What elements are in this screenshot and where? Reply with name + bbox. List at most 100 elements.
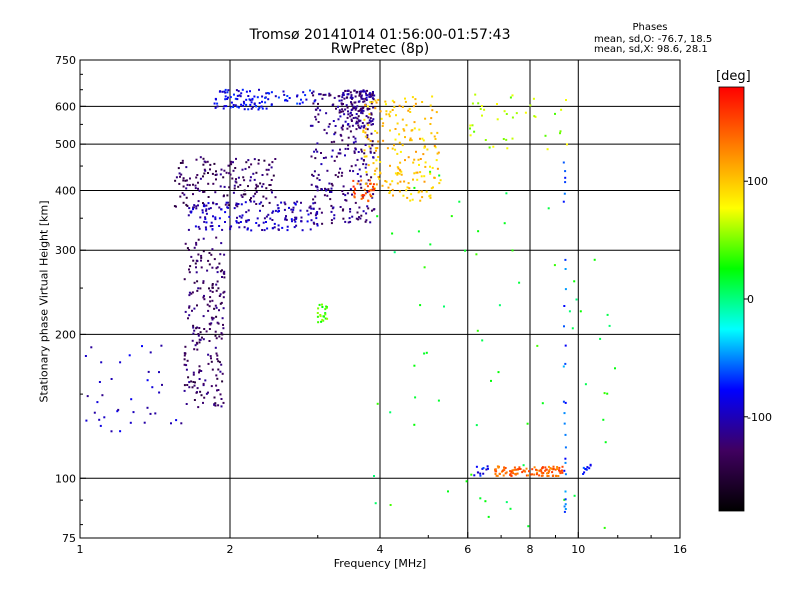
- data-point: [544, 466, 547, 469]
- data-point: [215, 384, 218, 387]
- data-point: [250, 101, 253, 104]
- data-point: [225, 105, 228, 108]
- data-point: [352, 185, 355, 188]
- data-point: [349, 115, 352, 118]
- data-point: [475, 465, 478, 468]
- data-point: [271, 211, 274, 214]
- data-point: [393, 101, 396, 104]
- data-point: [352, 179, 355, 182]
- data-point: [563, 325, 565, 328]
- data-point: [342, 208, 345, 211]
- data-point: [339, 148, 341, 151]
- data-point: [362, 107, 365, 110]
- data-point: [177, 167, 180, 170]
- data-point: [270, 179, 273, 181]
- data-point: [371, 119, 374, 122]
- data-point: [316, 150, 319, 153]
- data-point: [360, 157, 363, 160]
- data-point: [258, 102, 261, 104]
- data-point: [188, 249, 190, 251]
- data-point: [423, 266, 426, 269]
- data-point: [564, 181, 567, 184]
- data-point: [341, 96, 344, 99]
- data-point: [200, 370, 203, 372]
- data-point: [204, 218, 207, 220]
- data-point: [229, 228, 232, 231]
- data-point: [367, 199, 370, 202]
- data-point: [274, 158, 277, 160]
- data-point: [347, 144, 350, 147]
- data-point: [369, 151, 372, 154]
- data-point: [292, 208, 295, 211]
- data-point: [355, 128, 358, 131]
- data-point: [589, 464, 592, 467]
- data-point: [330, 210, 333, 213]
- data-point: [400, 170, 403, 173]
- data-point: [236, 94, 239, 97]
- data-point: [244, 201, 247, 204]
- data-point: [188, 386, 191, 389]
- data-point: [325, 112, 328, 115]
- data-point: [211, 266, 214, 269]
- data-point: [348, 125, 351, 128]
- data-point: [344, 108, 347, 111]
- data-point: [277, 210, 280, 213]
- data-point: [429, 243, 432, 246]
- data-point: [373, 188, 376, 191]
- data-point: [263, 229, 266, 232]
- data-point: [563, 192, 566, 195]
- data-point: [357, 180, 360, 183]
- data-point: [195, 241, 198, 244]
- data-point: [353, 150, 356, 153]
- data-point: [424, 165, 427, 168]
- cluster-low-trail: [84, 344, 183, 433]
- data-point: [438, 182, 441, 185]
- data-point: [381, 184, 384, 187]
- data-point: [272, 174, 275, 177]
- data-point: [249, 200, 252, 203]
- data-point: [98, 418, 101, 421]
- data-point: [149, 351, 152, 354]
- data-point: [271, 191, 273, 194]
- data-point: [316, 223, 319, 225]
- data-point: [429, 172, 432, 175]
- data-point: [210, 322, 213, 325]
- data-point: [496, 465, 499, 468]
- data-point: [203, 203, 206, 206]
- data-point: [341, 108, 344, 111]
- data-point: [413, 364, 416, 367]
- data-point: [180, 173, 183, 176]
- data-point: [240, 103, 243, 106]
- data-point: [316, 211, 319, 213]
- data-point: [391, 232, 394, 235]
- data-point: [262, 195, 265, 198]
- data-point: [224, 211, 227, 214]
- data-point: [291, 211, 294, 214]
- data-point: [288, 206, 290, 209]
- data-point: [203, 160, 206, 163]
- data-point: [515, 468, 518, 471]
- data-point: [232, 191, 235, 194]
- data-point: [309, 124, 312, 127]
- data-point: [423, 180, 426, 183]
- data-point: [403, 180, 406, 183]
- data-point: [245, 90, 248, 93]
- data-point: [583, 471, 586, 474]
- data-point: [208, 340, 211, 342]
- data-point: [362, 89, 365, 92]
- data-point: [359, 127, 362, 130]
- data-point: [200, 266, 203, 269]
- data-point: [199, 338, 202, 341]
- data-point: [556, 468, 559, 470]
- data-point: [205, 212, 208, 215]
- data-point: [327, 188, 330, 191]
- data-point: [481, 467, 484, 470]
- data-point: [479, 497, 482, 500]
- data-point: [220, 337, 223, 340]
- data-point: [223, 185, 226, 188]
- data-point: [343, 97, 346, 100]
- data-point: [349, 130, 352, 133]
- data-point: [220, 168, 223, 171]
- data-point: [606, 313, 609, 316]
- data-point: [217, 368, 220, 371]
